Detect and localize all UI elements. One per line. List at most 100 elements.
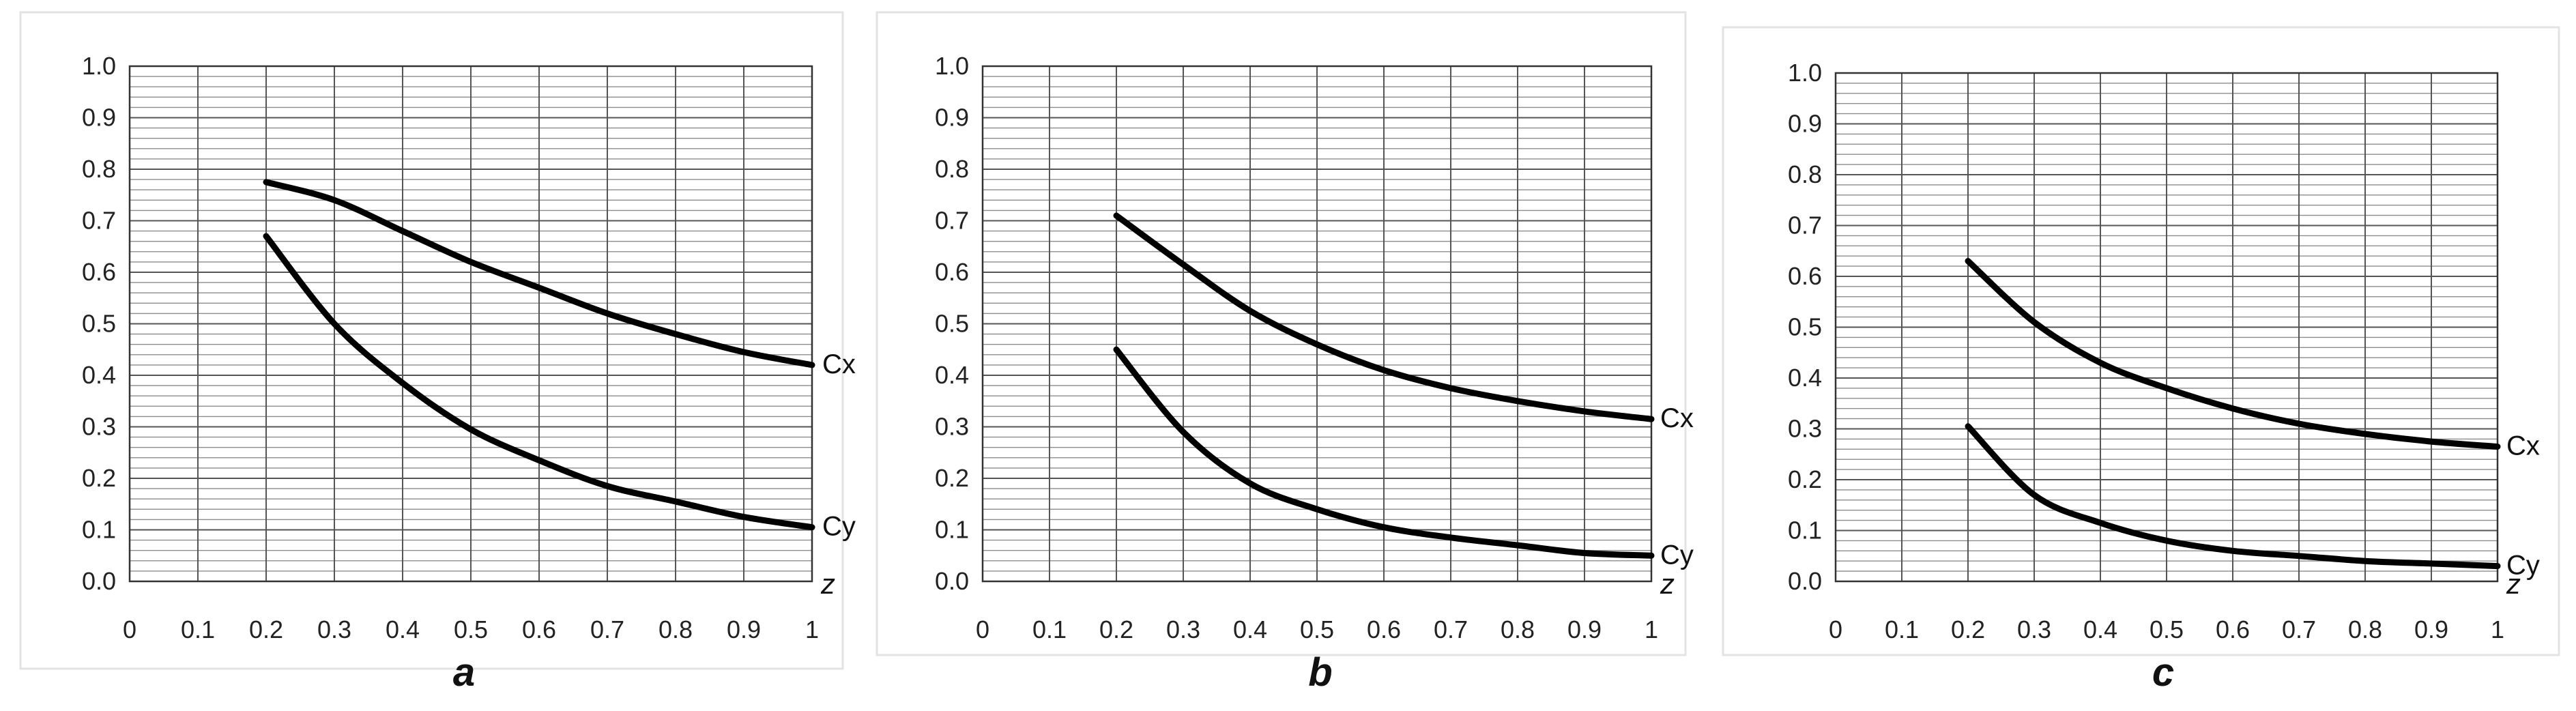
y-tick-label: 0.2 — [1788, 465, 1822, 493]
y-tick-label: 0.2 — [82, 464, 116, 492]
x-tick-label: 0 — [1829, 615, 1842, 643]
gridlines — [982, 66, 1652, 582]
x-tick-label: 0.6 — [1367, 615, 1401, 643]
panel-label: b — [1308, 650, 1332, 695]
y-tick-label: 0.6 — [1788, 262, 1822, 290]
y-tick-label: 0.3 — [1788, 415, 1822, 443]
series-label-cx: Cx — [1660, 403, 1694, 433]
y-tick-label: 0.2 — [935, 464, 969, 492]
chart-panel-c: 0.0 0.1 0.2 0.3 0.4 0.5 0.6 0.7 0.8 0.9 1.0 0 0.1 0.2… — [1713, 0, 2576, 711]
x-tick-label: 0.8 — [659, 615, 693, 643]
series-line-cy — [1965, 423, 2501, 570]
y-tick-label: 0.9 — [935, 104, 969, 132]
chart-svg: 0.0 0.1 0.2 0.3 0.4 0.5 0.6 0.7 0.8 0.9 1.0 0 0.1 0.2… — [19, 11, 856, 695]
x-tick-label: 0.7 — [2282, 615, 2316, 643]
x-tick-label: 0.1 — [1032, 615, 1067, 643]
x-tick-label: 0.3 — [1166, 615, 1200, 643]
y-tick-label: 0.4 — [82, 361, 116, 389]
y-tick-label: 0.3 — [935, 413, 969, 441]
x-tick-label: 1 — [1645, 615, 1658, 643]
x-tick-label: 0.7 — [590, 615, 624, 643]
chart-svg: 0.0 0.1 0.2 0.3 0.4 0.5 0.6 0.7 0.8 0.9 1.0 0 0.1 0.2… — [1722, 26, 2560, 695]
x-tick-label: 0 — [123, 615, 136, 643]
panel-label: a — [453, 650, 475, 695]
x-tick-label: 0.9 — [727, 615, 761, 643]
y-tick-label: 0.1 — [1788, 517, 1822, 545]
x-tick-label: 0.9 — [2414, 615, 2448, 643]
x-tick-label: 0.6 — [522, 615, 556, 643]
x-tick-label: 0.6 — [2216, 615, 2250, 643]
y-tick-label: 0.7 — [935, 207, 969, 235]
x-axis-variable-label: z — [2506, 568, 2521, 600]
y-tick-label: 0.9 — [82, 104, 116, 132]
x-tick-label: 0.2 — [249, 615, 283, 643]
y-tick-label: 0.7 — [82, 207, 116, 235]
x-tick-label: 0.2 — [1951, 615, 1985, 643]
y-tick-label: 0.4 — [1788, 364, 1822, 392]
x-tick-label: 0.2 — [1099, 615, 1133, 643]
gridlines — [1835, 72, 2498, 582]
x-tick-label: 0.1 — [181, 615, 215, 643]
y-tick-label: 0.6 — [82, 258, 116, 286]
x-tick-label: 0.5 — [1300, 615, 1334, 643]
series-line-cy — [1113, 346, 1655, 559]
y-tick-label: 0.9 — [1788, 110, 1822, 138]
series-line-cx — [1113, 212, 1655, 422]
series-label-cx: Cx — [822, 349, 856, 379]
x-tick-label: 1 — [805, 615, 819, 643]
x-tick-label: 0.3 — [317, 615, 351, 643]
panel-frame — [19, 11, 844, 670]
y-tick-label: 0.0 — [935, 567, 969, 595]
y-tick-label: 0.0 — [1788, 567, 1822, 595]
y-tick-label: 0.8 — [1788, 160, 1822, 188]
y-tick-label: 0.8 — [82, 155, 116, 183]
y-tick-label: 0.0 — [82, 567, 116, 595]
x-tick-label: 0.8 — [2348, 615, 2382, 643]
x-axis-variable-label: z — [820, 568, 835, 600]
series-label-cy: Cy — [2506, 551, 2540, 581]
y-tick-label: 0.1 — [82, 516, 116, 544]
panel-frame — [875, 11, 1687, 656]
x-tick-label: 0 — [976, 615, 989, 643]
y-tick-label: 1.0 — [935, 52, 969, 80]
y-tick-label: 1.0 — [82, 52, 116, 80]
chart-panel-a: 0.0 0.1 0.2 0.3 0.4 0.5 0.6 0.7 0.8 0.9 1.0 0 0.1 0.2… — [0, 0, 867, 711]
x-tick-label: 0.9 — [1567, 615, 1602, 643]
y-tick-label: 0.1 — [935, 516, 969, 544]
y-tick-label: 0.4 — [935, 361, 969, 389]
x-tick-label: 0.8 — [1501, 615, 1535, 643]
plot-area — [1834, 72, 2499, 583]
y-tick-label: 0.5 — [1788, 313, 1822, 341]
y-tick-label: 0.7 — [1788, 212, 1822, 240]
x-axis-variable-label: z — [1660, 568, 1675, 600]
y-tick-label: 0.8 — [935, 155, 969, 183]
x-tick-label: 0.7 — [1434, 615, 1468, 643]
y-tick-label: 0.5 — [935, 310, 969, 338]
x-tick-label: 0.4 — [1233, 615, 1267, 643]
series-line-cy — [263, 233, 815, 531]
x-tick-label: 0.4 — [2083, 615, 2117, 643]
chart-svg: 0.0 0.1 0.2 0.3 0.4 0.5 0.6 0.7 0.8 0.9 1.0 0 0.1 0.2… — [875, 11, 1694, 695]
y-tick-label: 1.0 — [1788, 59, 1822, 87]
x-tick-label: 0.1 — [1885, 615, 1919, 643]
x-tick-label: 1 — [2491, 615, 2504, 643]
panel-label: c — [2152, 650, 2174, 695]
panel-frame — [1722, 26, 2560, 656]
y-tick-label: 0.3 — [82, 413, 116, 441]
series-label-cx: Cx — [2506, 431, 2540, 461]
series-line-cx — [263, 179, 815, 368]
x-tick-label: 0.3 — [2017, 615, 2051, 643]
x-tick-label: 0.5 — [2150, 615, 2184, 643]
y-tick-label: 0.6 — [935, 258, 969, 286]
x-tick-label: 0.4 — [386, 615, 420, 643]
plot-area — [128, 65, 813, 583]
plot-area — [981, 65, 1653, 583]
series-line-cx — [1965, 258, 2501, 450]
gridlines — [129, 66, 813, 582]
series-label-cy: Cy — [1660, 540, 1694, 570]
chart-panel-b: 0.0 0.1 0.2 0.3 0.4 0.5 0.6 0.7 0.8 0.9 1.0 0 0.1 0.2… — [867, 0, 1713, 711]
series-label-cy: Cy — [822, 512, 856, 542]
y-tick-label: 0.5 — [82, 310, 116, 338]
x-tick-label: 0.5 — [454, 615, 488, 643]
